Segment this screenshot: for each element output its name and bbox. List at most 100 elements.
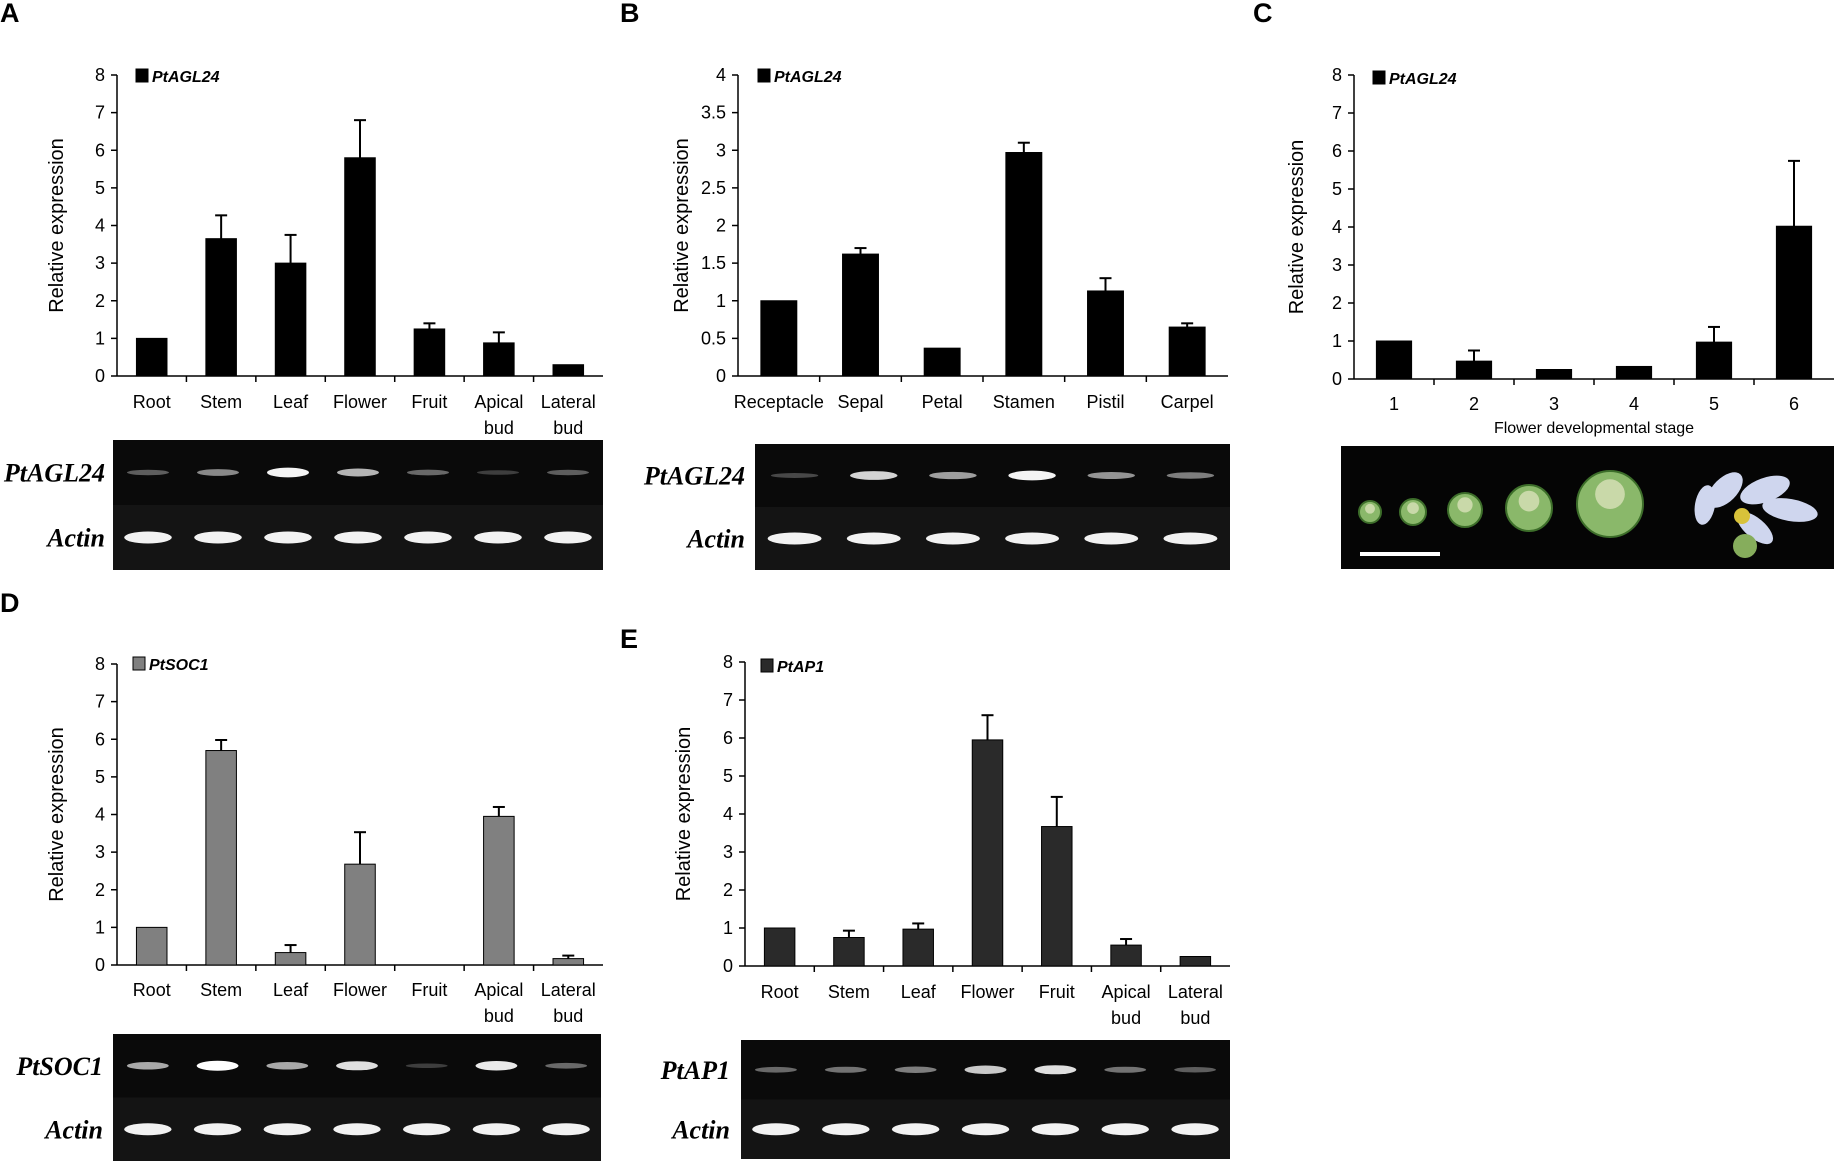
panel-b-legend-label: PtAGL24 bbox=[774, 69, 842, 86]
panel-b-gel-band-actin bbox=[1163, 532, 1218, 545]
panel-e-gel-band-actin bbox=[1101, 1123, 1149, 1136]
panel-b-y-tick-label: 3.5 bbox=[701, 103, 726, 123]
panel-e-gel-band-target bbox=[824, 1066, 867, 1073]
panel-a-category-label: bud bbox=[553, 418, 583, 438]
panel-b-gel-lower-strip bbox=[755, 507, 1230, 570]
panel-e-y-tick-label: 7 bbox=[723, 690, 733, 710]
panel-a-letter: A bbox=[0, 0, 20, 28]
panel-b-gel-band-actin bbox=[1084, 532, 1139, 545]
panel-a-gel-band-actin bbox=[334, 531, 382, 544]
panel-a-category-label: Apical bbox=[474, 392, 523, 412]
panel-c-y-tick-label: 1 bbox=[1332, 331, 1342, 351]
panel-e-gel-band-target bbox=[964, 1065, 1007, 1074]
panel-e-category-label: Flower bbox=[960, 982, 1014, 1002]
panel-a-legend-swatch bbox=[135, 68, 149, 83]
panel-d-gel-band-actin bbox=[263, 1123, 311, 1136]
panel-c-y-tick-label: 8 bbox=[1332, 65, 1342, 85]
panel-a-bar bbox=[413, 328, 446, 377]
panel-c-category-label: 5 bbox=[1709, 394, 1719, 414]
panel-d-y-tick-label: 4 bbox=[95, 805, 105, 825]
panel-e-bar bbox=[833, 937, 865, 967]
panel-e-gel-band-actin bbox=[1171, 1123, 1219, 1136]
panel-a-bar bbox=[344, 157, 376, 377]
panel-d-category-label: Root bbox=[133, 980, 171, 1000]
panel-c-open-flower-petal bbox=[1740, 475, 1790, 505]
panel-c-flower-bud-highlight bbox=[1365, 503, 1375, 514]
panel-b-gel-band-target bbox=[1008, 470, 1056, 481]
panel-a-gel-band-actin bbox=[194, 531, 242, 544]
panel-b-gel-label-actin: Actin bbox=[685, 525, 745, 554]
panel-c-y-label: Relative expression bbox=[1286, 140, 1308, 315]
panel-e-legend-swatch bbox=[760, 658, 774, 673]
panel-c-category-label: 1 bbox=[1389, 394, 1399, 414]
panel-d-y-tick-label: 1 bbox=[95, 917, 105, 937]
panel-e-gel-band-actin bbox=[822, 1123, 870, 1136]
panel-e-gel-image bbox=[741, 1040, 1230, 1159]
panel-d-category-label: Fruit bbox=[411, 980, 447, 1000]
panel-b-y-tick-label: 4 bbox=[716, 65, 726, 85]
panel-e-bar bbox=[902, 928, 934, 967]
panel-d-gel-image bbox=[113, 1034, 601, 1161]
panel-e-legend-label: PtAP1 bbox=[777, 659, 824, 676]
panel-d-y-tick-label: 0 bbox=[95, 955, 105, 975]
panel-e-category-label: bud bbox=[1111, 1008, 1141, 1028]
panel-c-y-tick-label: 6 bbox=[1332, 141, 1342, 161]
panel-d-category-label: Leaf bbox=[273, 980, 309, 1000]
panel-d-category-label: bud bbox=[553, 1006, 583, 1026]
panel-d-bar bbox=[205, 750, 237, 966]
panel-d-bar bbox=[344, 863, 376, 966]
panel-e-y-tick-label: 0 bbox=[723, 956, 733, 976]
panel-e-bar bbox=[971, 739, 1004, 967]
panel-c-open-flower-petal bbox=[1707, 472, 1743, 508]
panel-b-gel-band-target bbox=[1166, 472, 1215, 479]
panel-a-category-label: Flower bbox=[333, 392, 387, 412]
panel-e-category-label: bud bbox=[1180, 1008, 1210, 1028]
panel-c-category-label: 3 bbox=[1549, 394, 1559, 414]
panel-a-y-tick-label: 7 bbox=[95, 103, 105, 123]
panel-c-letter: C bbox=[1253, 0, 1273, 28]
panel-c-y-tick-label: 7 bbox=[1332, 103, 1342, 123]
panel-b-y-tick-label: 2 bbox=[716, 216, 726, 236]
panel-e-category-label: Root bbox=[761, 982, 799, 1002]
panel-d-letter: D bbox=[0, 588, 20, 618]
panel-a-category-label: Stem bbox=[200, 392, 242, 412]
panel-c-bar bbox=[1535, 369, 1573, 380]
panel-c-bar bbox=[1695, 341, 1733, 380]
panel-b-gel-band-target bbox=[850, 471, 898, 480]
panel-e-category-label: Leaf bbox=[901, 982, 937, 1002]
panel-a-y-tick-label: 6 bbox=[95, 140, 105, 160]
panel-a-gel-band-actin bbox=[544, 531, 592, 544]
panel-d-category-label: Stem bbox=[200, 980, 242, 1000]
panel-a-gel-band-target bbox=[547, 469, 589, 476]
panel-c-flower-photo bbox=[1341, 446, 1834, 569]
panel-b-bar bbox=[760, 300, 798, 377]
panel-e-gel-band-target bbox=[894, 1066, 937, 1073]
panel-a-bar bbox=[274, 262, 307, 377]
panel-b-gel-image bbox=[755, 444, 1230, 570]
panel-e-gel-label-target: PtAP1 bbox=[660, 1056, 730, 1085]
panel-b-letter: B bbox=[620, 0, 640, 28]
panel-b-category-label: Pistil bbox=[1086, 392, 1124, 412]
panel-a: A 0 1 2 3 4 5 6 7 8 Relative expression Root Stem Lea… bbox=[0, 0, 603, 570]
panel-c-flower-bud-highlight bbox=[1518, 490, 1540, 512]
panel-d-category-label: bud bbox=[484, 1006, 514, 1026]
panel-d-y-tick-label: 3 bbox=[95, 842, 105, 862]
panel-a-bar bbox=[483, 342, 515, 377]
panel-a-category-label: Fruit bbox=[411, 392, 447, 412]
panel-e-y-tick-label: 3 bbox=[723, 842, 733, 862]
panel-e-y-tick-label: 5 bbox=[723, 766, 733, 786]
panel-b-bar bbox=[1005, 152, 1043, 377]
panel-e-y-tick-label: 8 bbox=[723, 652, 733, 672]
panel-b-category-label: Carpel bbox=[1161, 392, 1214, 412]
panel-d-gel-band-target bbox=[196, 1060, 239, 1071]
panel-d-gel-band-actin bbox=[124, 1123, 172, 1136]
panel-a-gel-band-target bbox=[477, 470, 519, 475]
panel-c-y-tick-label: 2 bbox=[1332, 293, 1342, 313]
panel-d-y-tick-label: 2 bbox=[95, 880, 105, 900]
panel-d-gel-band-target bbox=[336, 1061, 378, 1071]
panel-e-gel-band-actin bbox=[1031, 1123, 1080, 1136]
panel-a-gel-band-actin bbox=[264, 531, 312, 544]
panel-a-y-tick-label: 2 bbox=[95, 291, 105, 311]
panel-c-bar bbox=[1615, 365, 1653, 380]
